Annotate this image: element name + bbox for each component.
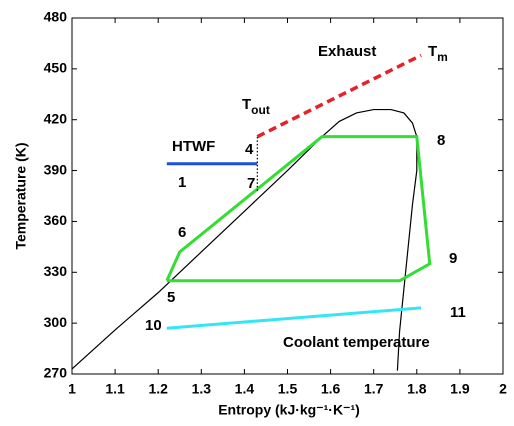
series-line [71,108,418,371]
annotation: 5 [167,289,175,306]
annotation: 7 [247,175,255,192]
annotation: 11 [450,304,466,321]
series-line [165,135,432,283]
series-line [166,306,422,330]
x-axis-label: Entropy (kJ·kg⁻¹·K⁻¹) [218,402,360,418]
annotation-text: T [242,96,251,113]
annotation: 4 [245,141,254,158]
annotation-text: 6 [178,224,186,241]
annotation: HTWF [172,138,215,155]
annotation-subscript: m [437,50,448,64]
y-tick-label: 420 [44,110,68,126]
annotation-text: 1 [178,174,186,191]
annotation-text: 8 [437,132,445,149]
x-tick-label: 1.9 [450,381,470,397]
annotation: Exhaust [318,43,376,60]
annotation: 6 [178,224,186,241]
annotation-text: Coolant temperature [283,334,430,351]
annotation-text: 9 [449,250,457,267]
series-line [256,53,422,139]
annotation-subscript: out [251,103,270,117]
x-tick-label: 1.7 [364,381,384,397]
x-tick-label: 1.1 [105,381,125,397]
x-tick-label: 1 [68,381,76,397]
annotation-text: HTWF [172,138,215,155]
x-tick-label: 1.3 [192,381,212,397]
annotation-text: 10 [145,317,162,334]
annotation: 1 [178,174,186,191]
x-tick-label: 1.4 [235,381,255,397]
y-tick-label: 270 [44,365,68,381]
annotation-text: T [428,43,437,60]
plot-frame [71,17,504,375]
x-tick-label: 1.8 [407,381,427,397]
y-tick-label: 390 [44,161,68,177]
y-tick-label: 450 [44,60,68,76]
annotation: Coolant temperature [283,334,430,351]
annotation-text: 4 [245,141,254,158]
y-tick-label: 480 [44,9,68,25]
annotation: 10 [145,317,162,334]
y-tick-label: 330 [44,263,68,279]
annotation: Tm [428,43,448,64]
annotation: Tout [242,96,270,117]
annotation-text: 5 [167,289,175,306]
x-tick-label: 1.2 [148,381,168,397]
y-axis-label: Temperature (K) [13,142,29,249]
y-tick-label: 360 [44,212,68,228]
annotation-text: 7 [247,175,255,192]
annotation-text: 11 [450,304,466,321]
annotation-text: Exhaust [318,43,376,60]
x-tick-label: 1.6 [321,381,341,397]
annotation: 9 [449,250,457,267]
y-tick-label: 300 [44,314,68,330]
annotation: 8 [437,132,445,149]
x-tick-label: 1.5 [278,381,298,397]
x-tick-label: 2 [499,381,507,397]
